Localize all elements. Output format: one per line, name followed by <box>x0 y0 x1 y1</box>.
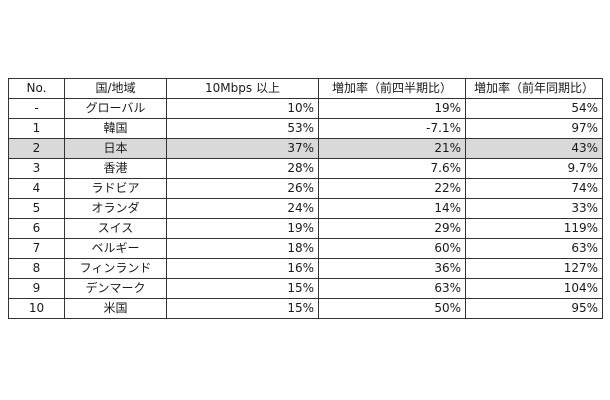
cell-yoy: 97% <box>465 118 603 139</box>
header-speed: 10Mbps 以上 <box>166 78 319 99</box>
table-row-highlighted: 2 日本 37% 21% 43% <box>8 138 603 159</box>
cell-speed: 15% <box>166 298 319 319</box>
cell-qoq: 60% <box>318 238 466 259</box>
cell-speed: 24% <box>166 198 319 219</box>
table-row: 1 韓国 53% -7.1% 97% <box>8 118 603 139</box>
header-qoq: 増加率（前四半期比） <box>318 78 466 99</box>
cell-no: 1 <box>8 118 65 139</box>
cell-yoy: 9.7% <box>465 158 603 179</box>
cell-yoy: 43% <box>465 138 603 159</box>
cell-region: デンマーク <box>64 278 167 299</box>
cell-no: 3 <box>8 158 65 179</box>
cell-speed: 16% <box>166 258 319 279</box>
table-row: 9 デンマーク 15% 63% 104% <box>8 278 603 299</box>
header-no: No. <box>8 78 65 99</box>
cell-region: フィンランド <box>64 258 167 279</box>
table-row: 3 香港 28% 7.6% 9.7% <box>8 158 603 179</box>
cell-speed: 10% <box>166 98 319 119</box>
cell-speed: 15% <box>166 278 319 299</box>
cell-no: 6 <box>8 218 65 239</box>
ranking-table-container: No. 国/地域 10Mbps 以上 増加率（前四半期比） 増加率（前年同期比）… <box>8 78 603 319</box>
cell-qoq: 7.6% <box>318 158 466 179</box>
cell-qoq: 14% <box>318 198 466 219</box>
cell-qoq: 22% <box>318 178 466 199</box>
cell-no: - <box>8 98 65 119</box>
cell-no: 2 <box>8 138 65 159</box>
cell-no: 10 <box>8 298 65 319</box>
cell-no: 5 <box>8 198 65 219</box>
cell-yoy: 63% <box>465 238 603 259</box>
cell-region: 米国 <box>64 298 167 319</box>
table-row: - グローバル 10% 19% 54% <box>8 98 603 119</box>
cell-region: グローバル <box>64 98 167 119</box>
cell-yoy: 33% <box>465 198 603 219</box>
cell-region: ベルギー <box>64 238 167 259</box>
table-row: 5 オランダ 24% 14% 33% <box>8 198 603 219</box>
cell-qoq: 29% <box>318 218 466 239</box>
cell-yoy: 74% <box>465 178 603 199</box>
cell-speed: 28% <box>166 158 319 179</box>
cell-no: 4 <box>8 178 65 199</box>
cell-no: 8 <box>8 258 65 279</box>
cell-region: 香港 <box>64 158 167 179</box>
cell-qoq: 36% <box>318 258 466 279</box>
table-row: 4 ラドビア 26% 22% 74% <box>8 178 603 199</box>
table-row: 8 フィンランド 16% 36% 127% <box>8 258 603 279</box>
header-yoy: 増加率（前年同期比） <box>465 78 603 99</box>
cell-region: オランダ <box>64 198 167 219</box>
cell-speed: 26% <box>166 178 319 199</box>
cell-region: スイス <box>64 218 167 239</box>
cell-region: ラドビア <box>64 178 167 199</box>
cell-qoq: -7.1% <box>318 118 466 139</box>
cell-yoy: 127% <box>465 258 603 279</box>
table-row: 10 米国 15% 50% 95% <box>8 298 603 319</box>
cell-yoy: 95% <box>465 298 603 319</box>
cell-qoq: 19% <box>318 98 466 119</box>
cell-speed: 18% <box>166 238 319 259</box>
cell-yoy: 119% <box>465 218 603 239</box>
cell-speed: 37% <box>166 138 319 159</box>
cell-no: 7 <box>8 238 65 259</box>
table-row: 7 ベルギー 18% 60% 63% <box>8 238 603 259</box>
cell-region: 韓国 <box>64 118 167 139</box>
cell-qoq: 63% <box>318 278 466 299</box>
cell-region: 日本 <box>64 138 167 159</box>
cell-qoq: 50% <box>318 298 466 319</box>
cell-no: 9 <box>8 278 65 299</box>
cell-yoy: 104% <box>465 278 603 299</box>
ranking-table: No. 国/地域 10Mbps 以上 増加率（前四半期比） 増加率（前年同期比）… <box>8 78 603 319</box>
table-row: 6 スイス 19% 29% 119% <box>8 218 603 239</box>
table-header-row: No. 国/地域 10Mbps 以上 増加率（前四半期比） 増加率（前年同期比） <box>8 78 603 99</box>
cell-speed: 53% <box>166 118 319 139</box>
cell-speed: 19% <box>166 218 319 239</box>
header-region: 国/地域 <box>64 78 167 99</box>
cell-qoq: 21% <box>318 138 466 159</box>
cell-yoy: 54% <box>465 98 603 119</box>
